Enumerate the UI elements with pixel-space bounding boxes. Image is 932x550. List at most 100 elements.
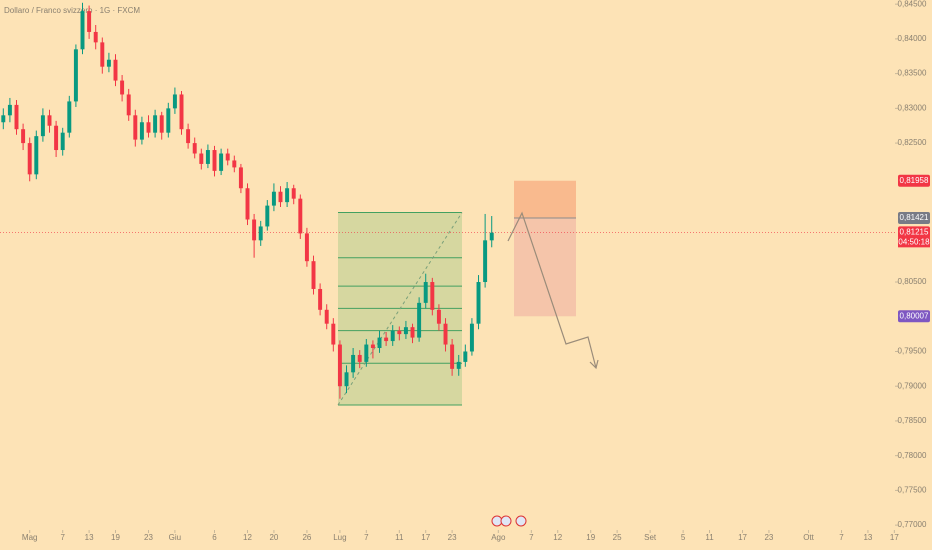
candle-body — [192, 143, 197, 154]
x-tick-label: Ott — [803, 533, 814, 542]
candle-body — [27, 143, 32, 175]
candle-body — [67, 101, 72, 133]
x-tick-label: 25 — [613, 533, 622, 542]
candle-body — [219, 153, 224, 171]
entry-badge-label: 0,81421 — [900, 213, 929, 222]
entry-badge — [898, 212, 930, 225]
x-tick-label: 23 — [144, 533, 153, 542]
target-badge-label: 0,80007 — [900, 311, 929, 320]
countdown: 04:50:18 — [898, 237, 930, 246]
y-tick-label: 0,77500 — [898, 486, 927, 495]
y-tick-label: 0,84000 — [898, 34, 927, 43]
event-icon — [515, 515, 527, 527]
y-tick-label: 0,80500 — [898, 277, 927, 286]
x-tick-label: 7 — [364, 533, 369, 542]
y-tick-label: 0,83000 — [898, 103, 927, 112]
candle-body — [133, 115, 138, 140]
candle-body — [238, 167, 243, 189]
candle-body — [410, 327, 415, 338]
candle-body — [205, 150, 210, 164]
candle-body — [106, 59, 111, 67]
candle-body — [285, 188, 290, 203]
candle-body — [113, 59, 118, 81]
candle-body — [298, 198, 303, 234]
candle-body — [232, 160, 237, 168]
candle-body — [423, 282, 428, 303]
candle-body — [344, 372, 349, 387]
stop-badge — [898, 174, 930, 187]
candle-body — [489, 232, 494, 241]
arrow-head — [589, 359, 599, 370]
candle-body — [318, 288, 323, 310]
candle-body — [430, 282, 435, 310]
candle-body — [463, 351, 468, 362]
x-tick-label: 7 — [839, 533, 844, 542]
x-tick-label: 11 — [705, 533, 714, 542]
last-price-badge-label: 0,81215 — [900, 227, 929, 236]
candle-body — [370, 344, 375, 349]
candle-body — [483, 240, 488, 283]
target-badge — [898, 310, 930, 323]
candle-body — [331, 323, 336, 345]
candle-body — [100, 42, 105, 67]
x-tick-label: 12 — [553, 533, 562, 542]
x-tick-label: 6 — [212, 533, 217, 542]
event-icon — [500, 515, 512, 527]
candle-body — [278, 191, 283, 203]
y-tick-label: 0,82500 — [898, 138, 927, 147]
y-tick-label: 0,79500 — [898, 347, 927, 356]
candle-body — [166, 108, 171, 133]
candle-body — [87, 11, 92, 32]
x-tick-label: 7 — [529, 533, 534, 542]
candle-body — [397, 330, 402, 335]
fib-trend — [337, 212, 463, 406]
candle-body — [377, 337, 382, 349]
candle-body — [172, 94, 177, 109]
candle-body — [1, 115, 6, 123]
candle-body — [73, 49, 78, 102]
candle-body — [245, 188, 250, 220]
candle-body — [357, 354, 362, 362]
candle-body — [153, 115, 158, 133]
x-tick-label: 23 — [448, 533, 457, 542]
candle-body — [311, 261, 316, 289]
candle-body — [265, 205, 270, 227]
candle-body — [337, 344, 342, 387]
candle-body — [364, 344, 369, 362]
candle-body — [304, 233, 309, 262]
candle-body — [159, 115, 164, 133]
candle-body — [450, 344, 455, 369]
candle-body — [271, 191, 276, 206]
candle-body — [40, 115, 45, 137]
last-price-badge — [898, 226, 930, 239]
candle-body — [179, 94, 184, 130]
candle-body — [60, 132, 65, 151]
candle-body — [199, 153, 204, 164]
candle-body — [212, 150, 217, 171]
x-tick-label: Lug — [333, 533, 346, 542]
stop-badge-label: 0,81958 — [900, 176, 929, 185]
candle-body — [456, 361, 461, 369]
x-tick-label: 12 — [243, 533, 252, 542]
candle-body — [390, 330, 395, 342]
x-tick-label: 23 — [764, 533, 773, 542]
candle-body — [469, 323, 474, 352]
candle-body — [436, 309, 441, 324]
x-tick-label: 19 — [586, 533, 595, 542]
y-tick-label: 0,84500 — [898, 0, 927, 8]
candle-body — [139, 122, 144, 140]
candle-body — [120, 80, 125, 95]
candle-body — [417, 302, 422, 338]
x-tick-label: 13 — [85, 533, 94, 542]
candle-body — [80, 11, 85, 50]
candle-body — [14, 104, 19, 130]
target-zone — [514, 218, 576, 317]
y-tick-label: 0,77000 — [898, 520, 927, 529]
x-tick-label: 26 — [302, 533, 311, 542]
candle-body — [47, 115, 52, 126]
candle-body — [186, 129, 191, 144]
event-icons — [491, 515, 527, 527]
y-tick-label: 0,78000 — [898, 451, 927, 460]
candle-body — [54, 125, 59, 151]
